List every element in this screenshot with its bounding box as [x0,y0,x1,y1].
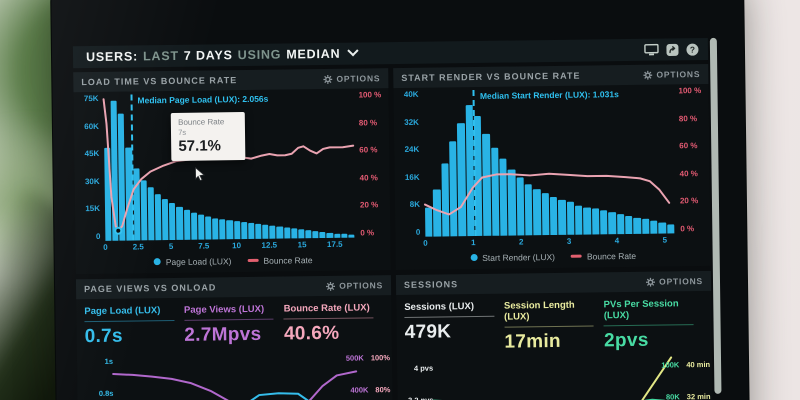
chevron-down-icon [347,45,359,57]
panel-title: START RENDER VS BOUNCE RATE [401,70,581,83]
dashboard-header: USERS: LAST 7 DAYS USING MEDIAN ? [72,37,709,69]
panel-load-time: LOAD TIME VS BOUNCE RATE OPTIONS 75K 60K 4… [73,68,391,275]
dashboard-grid: LOAD TIME VS BOUNCE RATE OPTIONS 75K 60K 4… [73,63,714,400]
metric-underline [404,315,495,318]
metrics-row: Sessions (LUX) 479K Session Length (LUX)… [396,291,712,355]
metric-sessions: Sessions (LUX) 479K [404,301,504,355]
metric-underline [184,318,274,321]
gear-icon [326,281,336,291]
panel-page-views: PAGE VIEWS VS ONLOAD OPTIONS Page Load (… [75,275,394,400]
title-days: 7 DAYS [183,48,233,63]
metric-bounce-rate: Bounce Rate (LUX) 40.6% [284,302,384,345]
chart-start-render: 40K 32K 24K 16K 8K 0 Median Start Render (LUX… [393,86,710,237]
panel-title: SESSIONS [403,279,459,290]
metric-page-views: Page Views (LUX) 2.7Mpvs [184,304,284,347]
title-users: USERS: [85,49,139,65]
tooltip: Bounce Rate 7s 57.1% [170,111,246,161]
dashboard-title-dropdown[interactable]: USERS: LAST 7 DAYS USING MEDIAN [85,45,359,65]
options-button[interactable]: OPTIONS [643,69,700,80]
y-axis-right: 100 % 80 % 60 % 40 % 20 % 0 % [358,90,382,238]
panel-sessions: SESSIONS OPTIONS Sessions (LUX) 479K Ses… [395,270,714,400]
metric-pvs-per-session: PVs Per Session (LUX) 2pvs [604,298,704,352]
metric-session-length: Session Length (LUX) 17min [504,299,604,353]
y-axis-left: 75K 60K 45K 30K 15K 0 [83,93,101,241]
svg-text:?: ? [690,44,695,54]
chart-pageviews-onload[interactable]: 1s 0.8s 0.6s 500K 100% 400K 80% [77,353,393,400]
metrics-row: Page Load (LUX) 0.7s Page Views (LUX) 2.… [76,295,392,348]
laptop-screen: USERS: LAST 7 DAYS USING MEDIAN ? [50,0,750,400]
chart-sessions[interactable]: 4 pvs 3.2 pvs 100K 40 min 80K 32 min [397,360,713,400]
bounce-rate-line [423,87,674,236]
gear-icon [323,74,333,84]
help-icon[interactable]: ? [686,43,699,56]
y-axis-right: 100 % 80 % 60 % 40 % 20 % 0 % [678,86,702,234]
panel-title: PAGE VIEWS VS ONLOAD [83,282,217,295]
metric-page-load: Page Load (LUX) 0.7s [84,305,184,348]
tooltip-value: 57.1% [178,137,222,155]
share-icon[interactable] [666,43,679,56]
chart-plot-area[interactable]: Median Page Load (LUX): 2.056s Bounce Ra… [104,92,355,241]
title-last: LAST [142,48,179,64]
legend-dot-icon [470,253,478,262]
metric-underline [603,324,694,327]
legend-start-render[interactable]: Start Render (LUX) [470,251,555,262]
options-button[interactable]: OPTIONS [323,73,380,84]
y-axis-left: 40K 32K 24K 16K 8K 0 [403,89,421,237]
y-axis-right: 500K 100% 400K 80% [345,353,391,395]
title-using: USING [237,47,282,63]
legend-page-load[interactable]: Page Load (LUX) [153,256,232,267]
legend-dash-icon [247,259,259,262]
title-median: MEDIAN [286,46,341,62]
legend-bounce-rate[interactable]: Bounce Rate [247,255,313,266]
monitor-icon[interactable] [644,43,659,56]
metric-underline [84,319,175,323]
options-button[interactable]: OPTIONS [646,276,703,287]
gear-icon [646,277,656,287]
panel-start-render-header: START RENDER VS BOUNCE RATE OPTIONS [393,63,709,89]
chart-plot-area[interactable]: Median Start Render (LUX): 1.031s [423,87,675,237]
panel-title: LOAD TIME VS BOUNCE RATE [81,75,238,88]
panel-sessions-header: SESSIONS OPTIONS [395,270,712,296]
panel-load-time-header: LOAD TIME VS BOUNCE RATE OPTIONS [73,68,389,93]
legend-dot-icon [153,258,161,266]
hovered-point-marker [114,226,123,235]
panel-page-views-header: PAGE VIEWS VS ONLOAD OPTIONS [75,275,392,300]
chart-load-time: 75K 60K 45K 30K 15K 0 Median Page Load (LUX):… [74,90,391,241]
line-chart [433,365,678,400]
gear-icon [643,70,653,80]
panel-start-render: START RENDER VS BOUNCE RATE OPTIONS 40K 3… [393,63,711,271]
tooltip-title: Bounce Rate [178,117,225,127]
line-chart [113,359,358,400]
y-axis-right: 100K 40 min 80K 32 min [661,359,711,400]
legend-dash-icon [570,254,582,258]
legend-bounce-rate[interactable]: Bounce Rate [570,250,636,261]
cursor-icon [194,166,205,182]
tooltip-subtitle: 7s [178,127,187,137]
metric-underline [504,325,594,328]
options-button[interactable]: OPTIONS [326,280,383,291]
metric-underline [283,317,374,320]
